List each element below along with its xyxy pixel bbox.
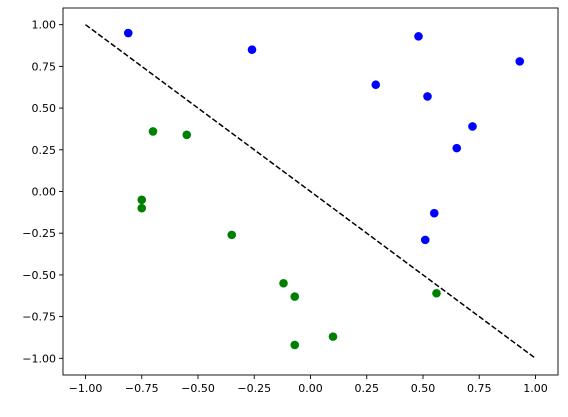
data-point [290,292,300,301]
y-tick-label: 0.00 [32,186,57,199]
data-point [414,32,423,41]
data-point [227,230,237,240]
data-point [137,195,147,205]
x-tick-label: −0.75 [125,382,159,395]
x-tick-label: −0.50 [181,382,215,395]
x-tick-label: 0.50 [411,382,436,395]
x-tick-label: −0.25 [237,382,271,395]
y-tick-label: −1.00 [22,352,56,365]
x-tick-label: 0.25 [355,382,380,395]
x-tick-label: 0.75 [467,382,492,395]
x-tick-label: −1.00 [69,382,103,395]
data-point [279,278,288,288]
data-point [148,127,158,136]
data-point [137,203,147,213]
data-point [328,332,338,341]
data-point [420,235,430,245]
x-tick-label: 0.00 [298,382,323,395]
data-point [123,28,133,38]
data-point [423,92,432,101]
plot-area [85,24,536,359]
y-tick-label: 0.75 [32,60,57,73]
data-point [290,340,300,350]
data-point [432,288,441,298]
y-tick-label: −0.75 [22,311,56,324]
axes: −1.00 −0.75 −0.50 −0.25 0.00 0.25 0.50 0.75 1.00… [22,7,559,395]
y-tick-label: 0.25 [32,144,57,157]
y-tick-label: 1.00 [32,19,57,32]
y-tick-label: −0.25 [22,227,56,240]
data-point [468,122,477,131]
reference-line [85,24,536,359]
x-tick-label: 1.00 [523,382,548,395]
y-tick-label: −0.50 [22,269,56,282]
data-point [429,208,439,218]
y-tick-label: 0.50 [32,102,57,115]
data-point [515,57,525,66]
data-point [371,80,381,90]
data-point [182,130,192,140]
data-point [452,143,462,153]
data-point [247,45,257,55]
